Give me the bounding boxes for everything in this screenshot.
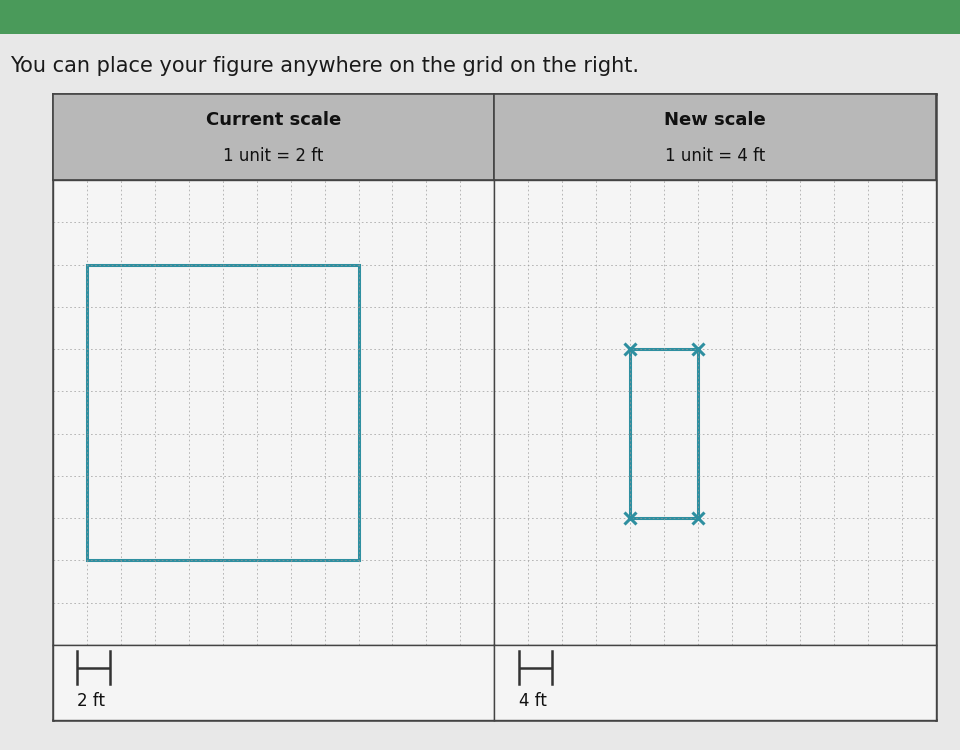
Text: 4 ft: 4 ft [518, 692, 546, 710]
Bar [86, 265, 358, 560]
Bar [631, 349, 698, 518]
Text: New scale: New scale [664, 111, 766, 129]
Text: 1 unit = 2 ft: 1 unit = 2 ft [224, 147, 324, 165]
Text: 2 ft: 2 ft [77, 692, 105, 710]
Text: You can place your figure anywhere on the grid on the right.: You can place your figure anywhere on th… [10, 56, 638, 76]
Text: 1 unit = 4 ft: 1 unit = 4 ft [665, 147, 765, 165]
Text: Current scale: Current scale [206, 111, 341, 129]
